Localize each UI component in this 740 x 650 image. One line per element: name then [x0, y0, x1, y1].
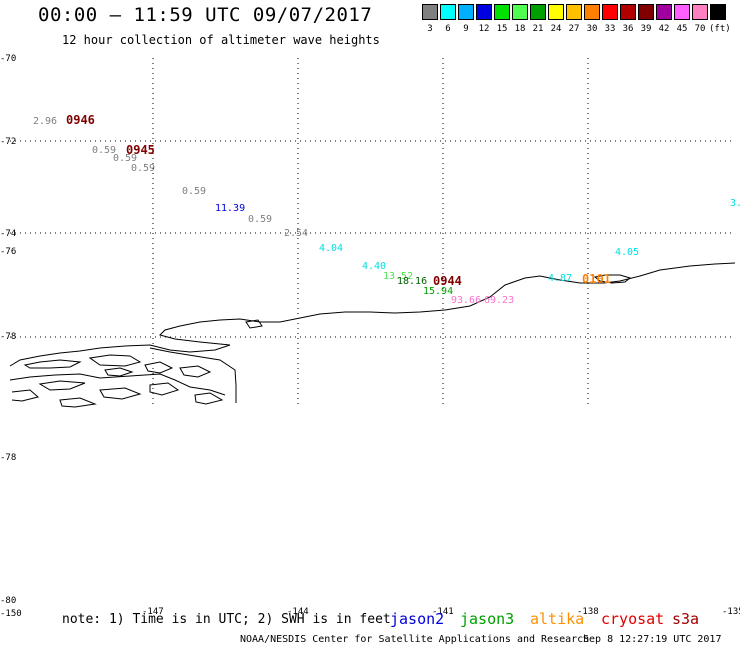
wave-height-label: 2.96 — [33, 116, 57, 127]
generated-timestamp: Sep 8 12:27:19 UTC 2017 — [583, 634, 722, 645]
wave-height-label: 69.23 — [484, 295, 514, 306]
longitude-label: -144 — [287, 607, 309, 617]
scale-label: 36 — [622, 24, 634, 34]
pass-time-label: 0101 — [582, 272, 611, 286]
wave-height-label: 0.59 — [113, 153, 137, 164]
scale-label: 24 — [550, 24, 562, 34]
scale-swatch — [692, 4, 708, 20]
wave-height-label: 4.40 — [362, 261, 386, 272]
scale-swatch — [512, 4, 528, 20]
credit-line: NOAA/NESDIS Center for Satellite Applica… — [240, 634, 590, 645]
coastline — [9, 262, 736, 408]
latitude-label: -80 — [0, 596, 16, 606]
wave-height-label: 0.59 — [131, 163, 155, 174]
map-subtitle: 12 hour collection of altimeter wave hei… — [62, 33, 380, 47]
pass-time-label: 0946 — [66, 113, 95, 127]
wave-height-label: 15.94 — [423, 286, 453, 297]
scale-label: 18 — [514, 24, 526, 34]
wave-height-label: 4.04 — [319, 243, 343, 254]
longitude-labels: -150 -147 -144 -141 -138 -135 — [0, 607, 740, 619]
wave-height-label: 18.16 — [397, 276, 427, 287]
latitude-label: -76 — [0, 247, 16, 257]
latitude-labels: -70 -72 -74 -78 -78 -80 -76 3. — [0, 54, 740, 606]
scale-swatch — [584, 4, 600, 20]
latitude-label: -78 — [0, 332, 16, 342]
longitude-label: -147 — [142, 607, 164, 617]
pass-times-layer: 0946 0945 0944 0101 — [66, 113, 611, 288]
scale-swatch — [548, 4, 564, 20]
longitude-label: -141 — [432, 607, 454, 617]
scale-label: 30 — [586, 24, 598, 34]
scale-swatch — [602, 4, 618, 20]
wave-height-label: 0.59 — [182, 186, 206, 197]
wave-height-label: 93.66 — [451, 295, 481, 306]
satellite-name: s3a — [672, 610, 700, 628]
scale-label: 70 — [694, 24, 706, 34]
latitude-label: -74 — [0, 229, 16, 239]
scale-label: 45 — [676, 24, 688, 34]
scale-label: 15 — [496, 24, 508, 34]
scale-swatch — [656, 4, 672, 20]
scale-label: 33 — [604, 24, 616, 34]
pass-time-label: 0945 — [126, 143, 155, 157]
scale-swatch — [476, 4, 492, 20]
wave-height-label: 4.05 — [615, 247, 639, 258]
units-note: note: 1) Time is in UTC; 2) SWH is in fe… — [62, 612, 391, 627]
longitude-label: -135 — [722, 607, 740, 617]
scale-swatch — [530, 4, 546, 20]
scale-label: 3 — [427, 24, 433, 34]
wave-height-label: 0.59 — [248, 214, 272, 225]
latitude-label: -78 — [0, 453, 16, 463]
scale-label: 21 — [532, 24, 544, 34]
clipped-right-label: 3. — [730, 198, 740, 209]
scale-label: (ft) — [709, 24, 731, 34]
wave-height-label: 13.52 — [383, 271, 413, 282]
satellite-name: jason3 — [460, 610, 515, 628]
latitude-label: -70 — [0, 54, 16, 64]
scale-swatch — [674, 4, 690, 20]
scale-swatch — [440, 4, 456, 20]
satellite-name: altika — [530, 610, 585, 628]
longitude-label: -150 — [0, 609, 22, 619]
scale-swatch — [422, 4, 438, 20]
scale-swatch — [710, 4, 726, 20]
wave-height-label: 0.59 — [92, 145, 116, 156]
satellite-name: cryosat — [601, 610, 665, 628]
longitude-label: -138 — [577, 607, 599, 617]
graticule — [10, 58, 735, 408]
satellite-name: jason2 — [390, 610, 445, 628]
map-title: 00:00 – 11:59 UTC 09/07/2017 — [38, 4, 373, 26]
scale-swatch — [638, 4, 654, 20]
wave-height-label: 11.39 — [215, 203, 245, 214]
scale-label: 27 — [568, 24, 580, 34]
scale-label: 9 — [463, 24, 469, 34]
scale-label: 42 — [658, 24, 670, 34]
scale-swatch — [620, 4, 636, 20]
wave-height-label: 4.87 — [548, 273, 572, 284]
scale-label: 39 — [640, 24, 652, 34]
wave-height-label: 2.54 — [284, 228, 308, 239]
scale-label: 6 — [445, 24, 451, 34]
scale-swatch — [566, 4, 582, 20]
pass-time-label: 0944 — [433, 274, 462, 288]
observations-layer: 2.960.590.590.590.5911.390.592.544.044.4… — [33, 116, 639, 306]
scale-swatch — [494, 4, 510, 20]
scale-swatch — [458, 4, 474, 20]
latitude-label: -72 — [0, 137, 16, 147]
scale-label: 12 — [478, 24, 490, 34]
